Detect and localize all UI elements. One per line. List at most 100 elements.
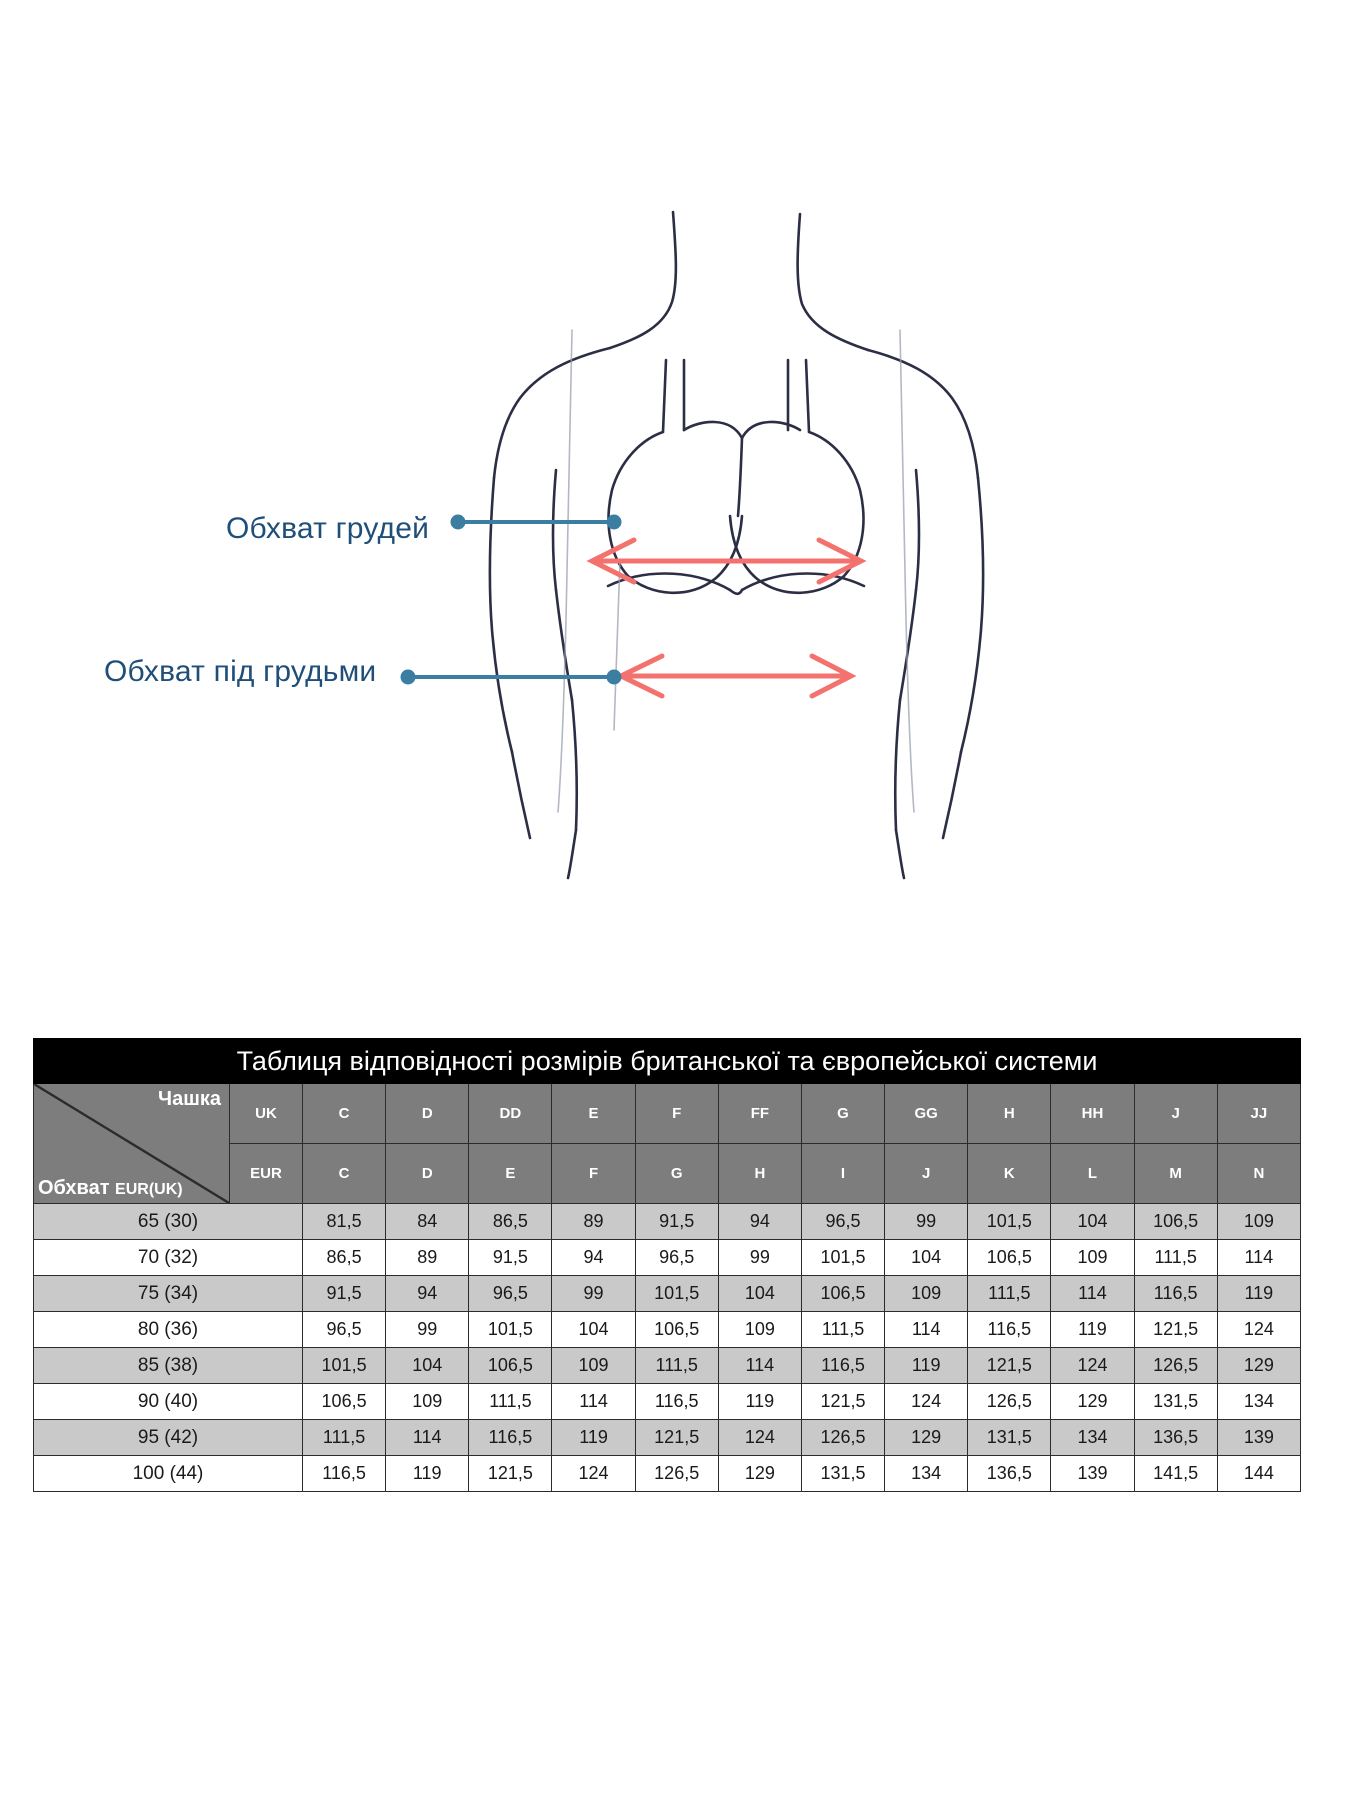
row-band-label: 85 (38) xyxy=(33,1347,303,1384)
left-arm-outer-line xyxy=(488,476,514,754)
bust-value-cell: 141,5 xyxy=(1133,1455,1218,1492)
bust-value-cell: 116,5 xyxy=(634,1383,719,1420)
table-row: 75 (34) 91,5 94 96,5 99 101,5 104 106,5 109 111,5… xyxy=(33,1275,1302,1312)
left-cup-bottom-line xyxy=(626,514,744,595)
bust-value-cell: 104 xyxy=(385,1347,470,1384)
right-side-line xyxy=(898,588,918,702)
bust-value-cell: 124 xyxy=(1050,1347,1135,1384)
right-shoulder-line xyxy=(866,348,980,480)
header-cup-uk-2: DD xyxy=(468,1083,553,1144)
bust-value-cell: 106,5 xyxy=(1133,1203,1218,1240)
left-guide-line xyxy=(557,329,573,813)
header-system-eur: EUR xyxy=(229,1143,303,1204)
bust-value-cell: 101,5 xyxy=(967,1203,1052,1240)
bust-value-cell: 89 xyxy=(385,1239,470,1276)
right-hip-line xyxy=(894,828,906,880)
band-left-line xyxy=(606,572,732,592)
header-cup-eur-9: L xyxy=(1050,1143,1135,1204)
bust-value-cell: 126,5 xyxy=(1133,1347,1218,1384)
bust-value-cell: 104 xyxy=(884,1239,969,1276)
bust-value-cell: 94 xyxy=(385,1275,470,1312)
bust-value-cell: 134 xyxy=(884,1455,969,1492)
bust-value-cell: 136,5 xyxy=(1133,1419,1218,1456)
left-inner-guide-line xyxy=(613,559,621,731)
bust-value-cell: 119 xyxy=(884,1347,969,1384)
cup-center-line xyxy=(736,436,744,518)
row-band-label: 65 (30) xyxy=(33,1203,303,1240)
table-row: 70 (32) 86,5 89 91,5 94 96,5 99 101,5 104 106,5 10… xyxy=(33,1239,1302,1276)
right-guide-line xyxy=(899,329,915,813)
table-row: 90 (40) 106,5 109 111,5 114 116,5 119 121,5 124 1… xyxy=(33,1383,1302,1420)
bust-value-cell: 124 xyxy=(717,1419,802,1456)
bust-value-cell: 96,5 xyxy=(301,1311,387,1348)
bust-value-cell: 139 xyxy=(1050,1455,1135,1492)
bust-value-cell: 121,5 xyxy=(1133,1311,1218,1348)
right-armpit-line xyxy=(914,468,921,592)
row-band-label: 75 (34) xyxy=(33,1275,303,1312)
bust-value-cell: 131,5 xyxy=(1133,1383,1218,1420)
size-conversion-table: Таблиця відповідності розмірів британськ… xyxy=(33,1038,1302,1492)
bust-value-cell: 119 xyxy=(1216,1275,1302,1312)
bust-value-cell: 116,5 xyxy=(967,1311,1052,1348)
left-armpit-line xyxy=(551,468,558,592)
body-figure-svg xyxy=(400,210,985,880)
table-header-uk-row: Чашка Обхват EUR(UK) UK C D DD E F FF G … xyxy=(33,1083,1302,1204)
header-cup-eur-6: I xyxy=(800,1143,886,1204)
bust-value-cell: 101,5 xyxy=(468,1311,553,1348)
bust-value-cell: 106,5 xyxy=(468,1347,553,1384)
neck-left-line xyxy=(608,210,678,350)
bust-measure-arrow xyxy=(586,537,867,585)
bust-value-cell: 109 xyxy=(1050,1239,1135,1276)
underbust-leader-end-dot xyxy=(606,669,622,685)
bust-value-cell: 131,5 xyxy=(967,1419,1052,1456)
bust-value-cell: 114 xyxy=(717,1347,802,1384)
header-cup-uk-8: H xyxy=(967,1083,1052,1144)
table-corner-cell: Чашка Обхват EUR(UK) xyxy=(33,1083,230,1204)
header-system-uk: UK xyxy=(229,1083,303,1144)
bust-value-cell: 114 xyxy=(1216,1239,1302,1276)
bust-value-cell: 106,5 xyxy=(634,1311,719,1348)
bust-value-cell: 119 xyxy=(1050,1311,1135,1348)
bust-value-cell: 109 xyxy=(1216,1203,1302,1240)
bust-value-cell: 119 xyxy=(551,1419,636,1456)
header-cup-uk-4: F xyxy=(634,1083,719,1144)
bust-value-cell: 109 xyxy=(717,1311,802,1348)
bust-value-cell: 101,5 xyxy=(301,1347,387,1384)
left-cup-outer-line xyxy=(607,430,665,578)
bust-value-cell: 134 xyxy=(1216,1383,1302,1420)
header-cup-eur-8: K xyxy=(967,1143,1052,1204)
bust-value-cell: 91,5 xyxy=(468,1239,553,1276)
bust-value-cell: 81,5 xyxy=(301,1203,387,1240)
underbust-measure-arrow xyxy=(615,653,857,699)
left-side-line xyxy=(554,588,574,702)
bust-value-cell: 134 xyxy=(1050,1419,1135,1456)
bust-value-cell: 129 xyxy=(884,1419,969,1456)
bust-value-cell: 111,5 xyxy=(1133,1239,1218,1276)
bust-value-cell: 116,5 xyxy=(468,1419,553,1456)
bust-value-cell: 101,5 xyxy=(800,1239,886,1276)
bust-value-cell: 111,5 xyxy=(800,1311,886,1348)
header-cup-uk-10: J xyxy=(1133,1083,1218,1144)
bust-value-cell: 99 xyxy=(884,1203,969,1240)
bust-value-cell: 91,5 xyxy=(634,1203,719,1240)
header-cup-eur-10: M xyxy=(1133,1143,1218,1204)
corner-band-label-unit: EUR(UK) xyxy=(115,1181,183,1198)
header-cup-eur-2: E xyxy=(468,1143,553,1204)
header-cup-eur-11: N xyxy=(1216,1143,1302,1204)
bust-value-cell: 94 xyxy=(551,1239,636,1276)
bust-value-cell: 126,5 xyxy=(634,1455,719,1492)
measurement-illustration: Обхват грудей Обхват під грудьми xyxy=(0,0,1350,880)
band-center-line xyxy=(728,588,744,596)
bust-value-cell: 99 xyxy=(385,1311,470,1348)
table-title: Таблиця відповідності розмірів британськ… xyxy=(33,1038,1301,1084)
bust-value-cell: 129 xyxy=(1050,1383,1135,1420)
header-cup-uk-1: D xyxy=(385,1083,470,1144)
bust-leader-end-dot xyxy=(606,514,622,530)
bust-value-cell: 114 xyxy=(1050,1275,1135,1312)
bust-value-cell: 129 xyxy=(1216,1347,1302,1384)
bust-value-cell: 126,5 xyxy=(800,1419,886,1456)
header-cup-eur-5: H xyxy=(717,1143,802,1204)
bust-value-cell: 116,5 xyxy=(800,1347,886,1384)
header-cup-eur-7: J xyxy=(884,1143,969,1204)
bust-value-cell: 114 xyxy=(385,1419,470,1456)
